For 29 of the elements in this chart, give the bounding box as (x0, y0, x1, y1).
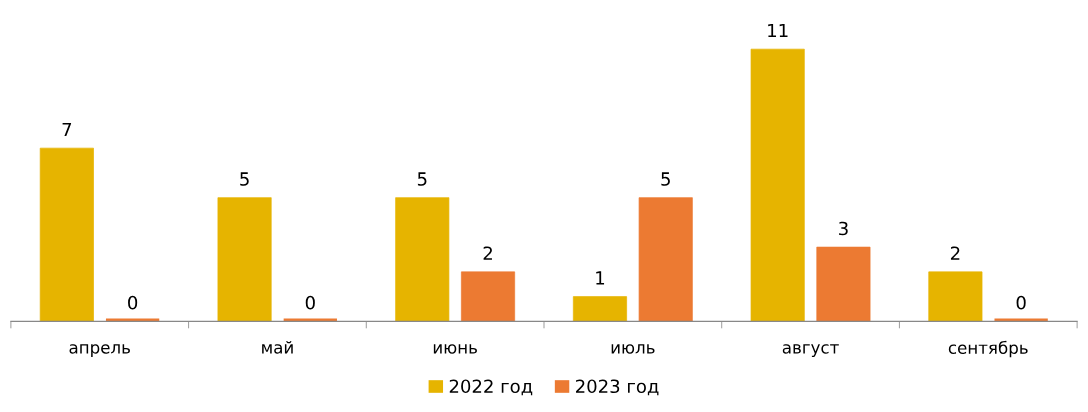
data-label: 2 (483, 246, 492, 260)
bar (39, 147, 94, 322)
x-tick-label: июнь (433, 344, 477, 354)
data-label: 0 (305, 295, 315, 310)
data-label: 5 (417, 172, 427, 186)
bar (928, 271, 983, 322)
x-tick-label: сентябрь (948, 340, 1028, 358)
data-label: 7 (62, 122, 72, 137)
x-tick-label: май (262, 340, 293, 354)
bar (395, 197, 450, 322)
bar (816, 246, 871, 322)
x-tick-label: август (782, 344, 839, 357)
bar (461, 271, 516, 322)
data-label: 1 (596, 271, 605, 285)
data-label: 0 (1016, 295, 1026, 310)
bar (572, 296, 627, 322)
data-label: 11 (768, 23, 788, 38)
bar (638, 197, 693, 322)
legend-label: 2023 год (576, 379, 659, 396)
data-label: 3 (839, 221, 848, 236)
data-label: 5 (661, 172, 670, 186)
bar (217, 197, 272, 322)
data-label: 2 (950, 246, 960, 260)
x-tick-label: апрель (69, 344, 130, 357)
bar (750, 48, 805, 322)
x-tick-label: июль (611, 344, 655, 354)
legend-label: 2022 год (449, 379, 533, 396)
data-label: 0 (128, 295, 138, 310)
data-label: 5 (240, 172, 249, 186)
